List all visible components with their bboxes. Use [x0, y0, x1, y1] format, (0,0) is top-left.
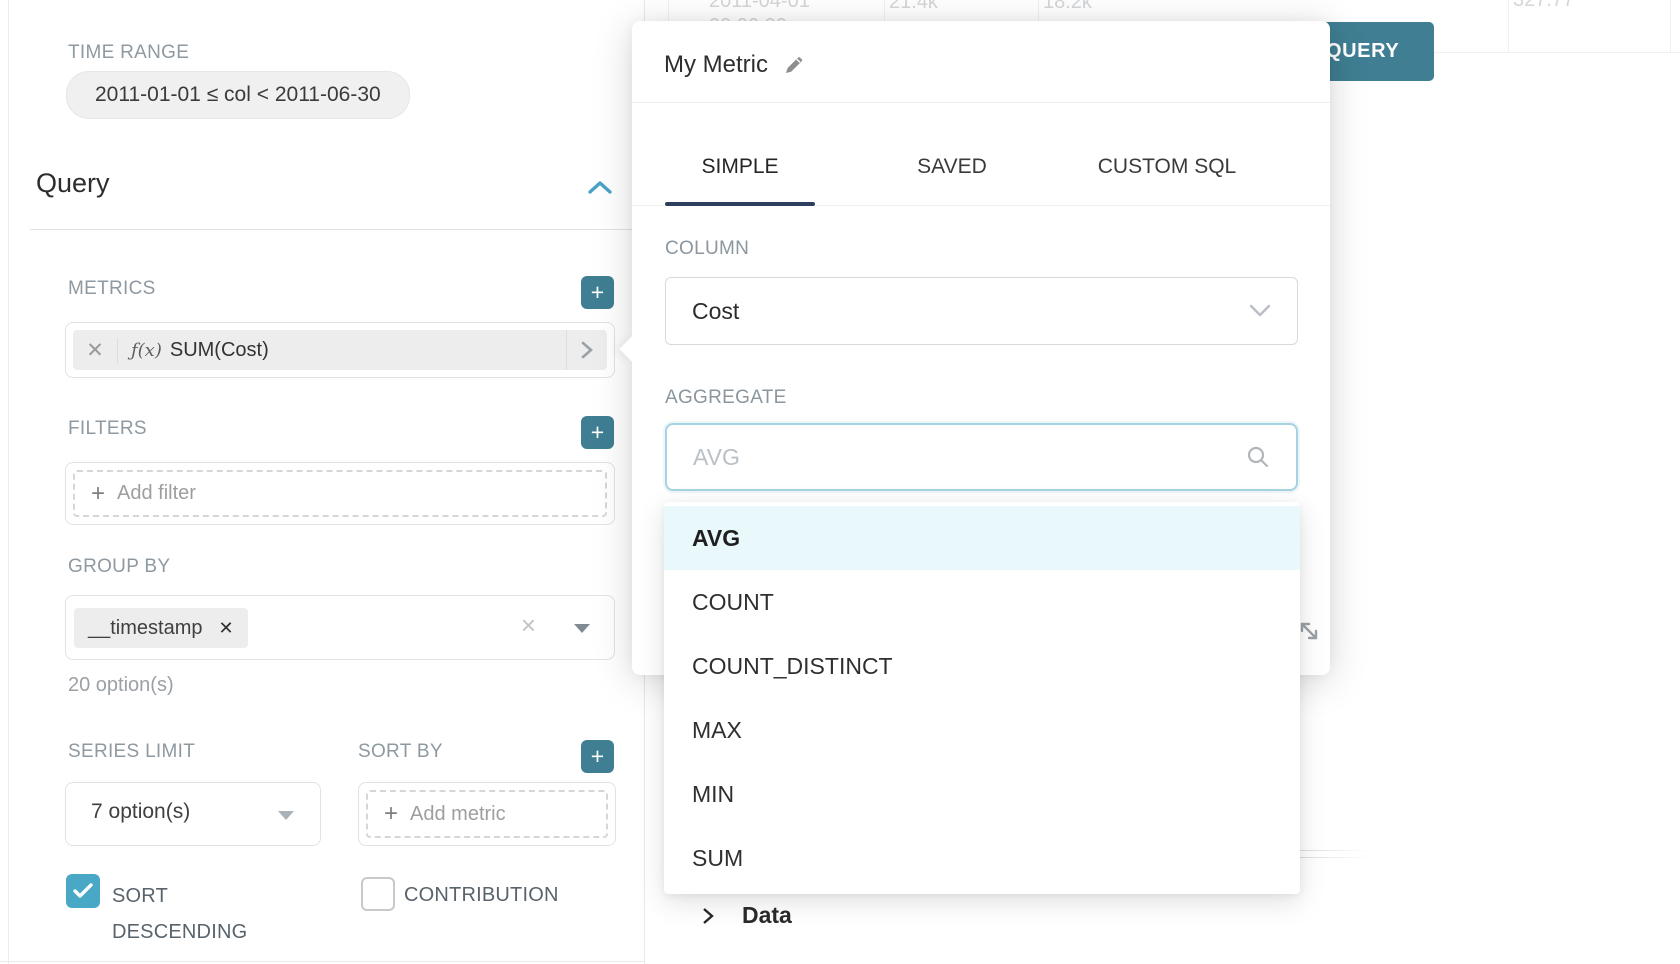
column-label: COLUMN [665, 238, 750, 259]
add-sort-metric-placeholder: Add metric [410, 802, 506, 825]
plus-icon: + [384, 800, 399, 827]
tab-simple[interactable]: SIMPLE [665, 147, 815, 187]
group-by-options-hint: 20 option(s) [68, 674, 174, 696]
aggregate-option-max[interactable]: MAX [692, 717, 742, 743]
add-filter-plus-button[interactable]: + [581, 416, 614, 449]
popover-divider [632, 102, 1330, 103]
time-range-value: 2011-01-01 ≤ col < 2011-06-30 [95, 83, 381, 106]
resize-expand-icon[interactable] [1296, 618, 1322, 644]
query-section-title: Query [36, 168, 110, 198]
aggregate-option-count[interactable]: COUNT [692, 589, 774, 615]
series-limit-value: 7 option(s) [91, 800, 191, 823]
tab-saved[interactable]: SAVED [877, 147, 1027, 187]
metric-chip[interactable]: ✕ ƒ(x) SUM(Cost) [73, 330, 607, 370]
data-panel-splitter[interactable] [1300, 857, 1370, 858]
tabs-bottom-border [632, 205, 1330, 206]
table-cell-value: 21.4k [889, 0, 938, 13]
table-cell-value: 327.77 [1513, 0, 1575, 11]
filters-container: + Add filter [65, 462, 615, 525]
metrics-label: METRICS [68, 278, 156, 299]
table-cell-value: 18.2k [1043, 0, 1092, 13]
fx-icon: ƒ(x) [131, 339, 162, 361]
dropdown-caret-icon[interactable] [574, 624, 590, 633]
add-filter-dropzone[interactable]: + Add filter [73, 470, 607, 517]
time-range-pill[interactable]: 2011-01-01 ≤ col < 2011-06-30 [66, 71, 410, 119]
aggregate-option-sum[interactable]: SUM [692, 845, 744, 871]
table-gridline [1670, 0, 1671, 52]
popover-title-row: My Metric [664, 51, 806, 79]
search-icon [1247, 446, 1269, 468]
add-sort-metric-dropzone[interactable]: + Add metric [366, 790, 608, 838]
tab-custom-sql-label: CUSTOM SQL [1097, 155, 1237, 178]
column-select-value: Cost [692, 297, 740, 324]
metric-chip-label: SUM(Cost) [169, 338, 269, 361]
sort-descending-checkbox[interactable] [66, 874, 100, 908]
add-sort-metric-plus-button[interactable]: + [581, 740, 614, 773]
add-metric-plus-button[interactable]: + [581, 276, 614, 309]
plus-icon: + [91, 479, 106, 507]
window-left-border [8, 0, 9, 964]
series-limit-select[interactable]: 7 option(s) [65, 782, 321, 846]
tab-saved-label: SAVED [917, 155, 987, 178]
aggregate-options-dropdown: AVG COUNT COUNT_DISTINCT MAX MIN SUM [664, 502, 1300, 894]
metrics-container: ✕ ƒ(x) SUM(Cost) [65, 322, 615, 378]
aggregate-option-avg[interactable]: AVG [664, 506, 1300, 570]
series-limit-label: SERIES LIMIT [68, 741, 196, 762]
contribution-label: CONTRIBUTION [404, 884, 559, 906]
aggregate-label: AGGREGATE [665, 387, 787, 408]
data-panel-label: Data [742, 902, 792, 928]
active-tab-indicator [665, 202, 815, 206]
contribution-checkbox[interactable] [361, 877, 395, 911]
sort-descending-label: SORT DESCENDING [112, 885, 248, 943]
group-by-select[interactable]: __timestamp ✕ × [65, 595, 615, 660]
table-gridline [1508, 0, 1509, 52]
plus-icon: + [590, 743, 605, 769]
metric-name: My Metric [664, 51, 768, 78]
collapse-chevron-up-icon[interactable] [586, 178, 614, 198]
dropdown-caret-icon [278, 811, 294, 820]
data-panel-header[interactable]: Data [698, 902, 792, 929]
edit-pencil-icon[interactable] [782, 53, 806, 77]
aggregate-option-min[interactable]: MIN [692, 781, 735, 807]
plus-icon: + [590, 419, 605, 445]
plus-icon: + [590, 279, 605, 305]
check-icon [73, 883, 93, 898]
open-metric-editor-button[interactable] [566, 330, 607, 370]
chevron-down-icon [1249, 304, 1271, 317]
group-by-chip: __timestamp ✕ [74, 608, 248, 648]
section-divider [30, 229, 644, 230]
chevron-right-icon [581, 341, 593, 359]
time-range-label: TIME RANGE [68, 42, 190, 63]
filters-label: FILTERS [68, 418, 147, 439]
table-cell-datetime-line1: 2011-04-01 [709, 0, 810, 12]
data-panel-splitter[interactable] [1300, 850, 1370, 851]
aggregate-input[interactable]: AVG [665, 423, 1298, 491]
remove-group-by-icon[interactable]: ✕ [218, 617, 234, 638]
aggregate-option-count_distinct[interactable]: COUNT_DISTINCT [692, 653, 893, 679]
remove-metric-icon[interactable]: ✕ [73, 337, 118, 363]
tab-custom-sql[interactable]: CUSTOM SQL [1082, 147, 1252, 187]
chevron-right-icon [703, 907, 714, 924]
panel-bottom-border [0, 961, 644, 962]
add-filter-placeholder: Add filter [117, 482, 196, 504]
clear-all-icon[interactable]: × [520, 610, 536, 640]
aggregate-placeholder: AVG [693, 443, 740, 470]
group-by-label: GROUP BY [68, 556, 171, 577]
sort-by-label: SORT BY [358, 741, 443, 762]
tab-simple-label: SIMPLE [701, 155, 779, 178]
sort-by-container: + Add metric [358, 782, 616, 846]
column-select[interactable]: Cost [665, 277, 1298, 345]
group-by-chip-label: __timestamp [88, 616, 203, 639]
popover-arrow [619, 336, 645, 362]
